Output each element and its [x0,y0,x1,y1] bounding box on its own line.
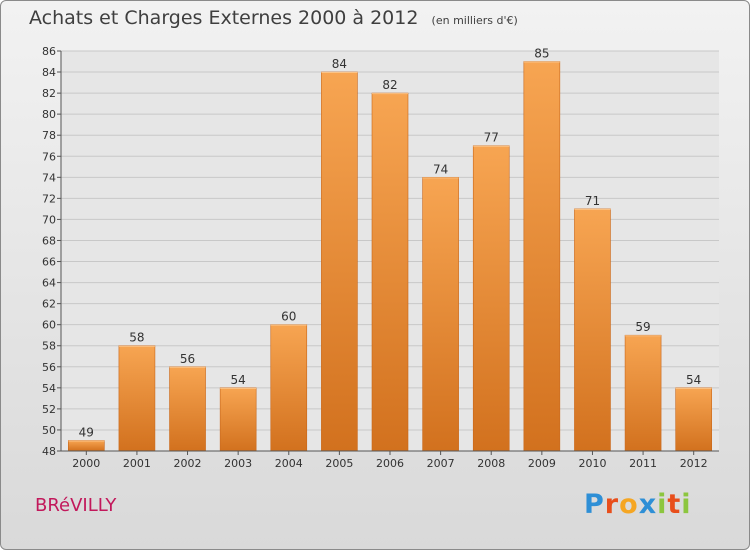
x-tick-label-2011: 2011 [629,457,657,470]
value-label-2004: 60 [281,310,296,324]
bar-2002 [169,366,206,452]
logo-letter: i [657,489,668,520]
x-tick-label-2007: 2007 [427,457,455,470]
bar-layer [68,61,712,452]
value-label-2001: 58 [129,331,144,345]
bar-2008 [472,145,510,452]
x-tick-label-2003: 2003 [224,457,252,470]
value-label-2003: 54 [231,373,246,387]
x-tick-label-2006: 2006 [376,457,404,470]
x-tick-label-2012: 2012 [680,457,708,470]
logo-letter: o [619,489,639,520]
bar-2005 [321,71,358,452]
y-tick-label: 86 [42,45,56,58]
bar-2001 [118,345,156,452]
bar-2000 [68,440,105,452]
y-tick-label: 82 [42,87,56,100]
y-tick-label: 54 [42,382,56,395]
bar-2009 [523,61,561,452]
y-tick-label: 78 [42,129,56,142]
value-label-2002: 56 [180,352,195,366]
y-tick-label: 50 [42,424,56,437]
y-tick-label: 52 [42,403,56,416]
value-label-2010: 71 [585,194,600,208]
bar-2003 [219,387,257,452]
bar-2010 [574,208,611,452]
y-tick-label: 58 [42,340,56,353]
y-tick-label: 60 [42,319,56,332]
bar-chart: 49 58 56 54 60 84 82 74 77 85 71 59 54 48 50 52 54 56 58 6… [42,45,719,470]
y-tick-label: 80 [42,108,56,121]
x-tick-label-2005: 2005 [325,457,353,470]
x-tick-label-2008: 2008 [477,457,505,470]
x-tick-label-2001: 2001 [123,457,151,470]
logo-letter: x [638,489,658,520]
logo-letter: i [681,489,692,520]
y-tick-label: 64 [42,277,56,290]
logo-letter: P [584,489,605,520]
y-tick-label: 66 [42,256,56,269]
y-tick-label: 68 [42,234,56,247]
value-label-2008: 77 [484,131,499,145]
chart-header: Achats et Charges Externes 2000 à 2012 (… [29,7,518,29]
x-tick-label-2000: 2000 [72,457,100,470]
commune-name: BRéVILLY [35,495,117,516]
chart-title: Achats et Charges Externes 2000 à 2012 [29,7,419,29]
value-label-2009: 85 [534,47,549,61]
x-tick-label-2002: 2002 [174,457,202,470]
bar-2011 [624,334,662,452]
bar-2012 [675,387,712,452]
label-layer: 49 58 56 54 60 84 82 74 77 85 71 59 54 [79,47,702,440]
axis-layer: 48 50 52 54 56 58 60 62 64 66 68 70 72 74 76 78 80 82 84 86… [42,45,719,470]
y-tick-label: 56 [42,361,56,374]
value-label-2006: 82 [382,78,397,92]
x-tick-label-2004: 2004 [275,457,303,470]
logo-letter: r [604,489,620,520]
y-tick-label: 84 [42,66,56,79]
value-label-2007: 74 [433,162,448,176]
x-tick-label-2009: 2009 [528,457,556,470]
y-tick-label: 72 [42,192,56,205]
logo-letter: t [667,489,682,520]
bar-2006 [371,92,409,452]
y-tick-label: 74 [42,171,56,184]
value-label-2005: 84 [332,57,347,71]
value-label-2000: 49 [79,425,94,439]
value-label-2012: 54 [686,373,701,387]
y-tick-label: 62 [42,298,56,311]
y-tick-label: 48 [42,445,56,458]
bar-2007 [422,177,459,452]
proxiti-logo: Proxiti [584,489,692,520]
bar-2004 [270,324,308,452]
x-tick-label-2010: 2010 [578,457,606,470]
value-label-2011: 59 [635,320,650,334]
chart-unit: (en milliers d'€) [431,14,518,27]
y-tick-label: 70 [42,213,56,226]
y-tick-label: 76 [42,150,56,163]
